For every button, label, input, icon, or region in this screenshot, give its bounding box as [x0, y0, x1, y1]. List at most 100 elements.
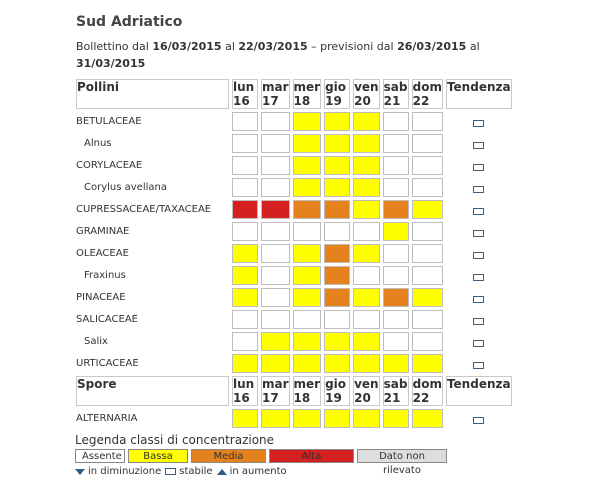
trend-cell	[446, 332, 512, 351]
trend-down-label: in diminuzione	[88, 466, 162, 477]
level-cell-gio	[324, 200, 351, 219]
day-number: 19	[325, 94, 342, 108]
day-name: gio	[325, 377, 347, 391]
day-header-mar: mar 17	[261, 79, 290, 109]
bulletin: Sud Adriatico Bollettino dal 16/03/2015 …	[73, 14, 526, 477]
level-cell-mer	[292, 288, 322, 307]
level-cell-lun	[232, 222, 258, 241]
level-cell-gio	[324, 222, 351, 241]
trend-cell	[446, 200, 512, 219]
level-cell-sab	[382, 222, 409, 241]
trend-stable-icon	[473, 208, 485, 215]
table-row: CUPRESSACEAE/TAXACEAE	[76, 200, 512, 219]
legend-media: Media	[191, 449, 266, 463]
day-header-sab: sab 21	[382, 376, 409, 406]
day-header-mar: mar 17	[261, 376, 290, 406]
day-name: lun	[233, 80, 255, 94]
pollen-table: Pollini lun 16 mar 17 mer 18 gio 19 ven 20 sab 21 dom…	[73, 76, 515, 431]
trend-cell	[446, 112, 512, 131]
taxon-name: OLEACEAE	[76, 248, 129, 259]
trend-cell	[446, 134, 512, 153]
trend-cell	[446, 266, 512, 285]
table-row: SALICACEAE	[76, 310, 512, 329]
table-row: URTICACEAE	[76, 354, 512, 373]
day-name: ven	[354, 377, 379, 391]
trend-stable-icon	[473, 340, 485, 347]
trend-cell	[446, 156, 512, 175]
trend-cell	[446, 178, 512, 197]
table-row: GRAMINAE	[76, 222, 512, 241]
day-header-gio: gio 19	[324, 376, 351, 406]
trend-cell	[446, 244, 512, 263]
level-cell-sab	[382, 354, 409, 373]
trend-stable-icon	[473, 417, 485, 424]
date-to: 22/03/2015	[238, 40, 308, 53]
day-header-gio: gio 19	[324, 79, 351, 109]
pollini-header-row: Pollini lun 16 mar 17 mer 18 gio 19 ven 20 sab 21 dom…	[76, 79, 512, 109]
level-cell-sab	[382, 156, 409, 175]
trend-header: Tendenza	[445, 79, 512, 109]
day-number: 19	[325, 391, 342, 405]
spore-header: Spore	[76, 376, 229, 406]
level-cell-ven	[353, 112, 380, 131]
level-cell-ven	[353, 288, 380, 307]
legend-nd: Dato non rilevato	[357, 449, 447, 476]
taxon-name: Corylus avellana	[84, 182, 167, 193]
taxon-name: BETULACEAE	[76, 116, 142, 127]
legend-assente: Assente	[75, 449, 125, 463]
level-cell-sab	[382, 409, 409, 428]
level-cell-mar	[261, 332, 290, 351]
level-cell-lun	[232, 134, 258, 153]
level-cell-ven	[353, 244, 380, 263]
page-title: Sud Adriatico	[76, 14, 183, 30]
level-cell-mar	[261, 112, 290, 131]
trend-stable-icon	[473, 186, 485, 193]
trend-cell	[446, 288, 512, 307]
level-cell-gio	[324, 178, 351, 197]
level-cell-ven	[353, 266, 380, 285]
level-cell-mar	[261, 156, 290, 175]
day-name: ven	[354, 80, 379, 94]
level-cell-gio	[324, 112, 351, 131]
trend-cell	[446, 354, 512, 373]
level-cell-ven	[353, 134, 380, 153]
level-cell-gio	[324, 156, 351, 175]
level-cell-sab	[382, 134, 409, 153]
day-header-mer: mer 18	[292, 79, 322, 109]
level-cell-mar	[261, 310, 290, 329]
trend-cell	[446, 222, 512, 241]
level-cell-dom	[411, 156, 443, 175]
day-name: sab	[383, 377, 408, 391]
date-from: 16/03/2015	[152, 40, 222, 53]
level-cell-gio	[324, 288, 351, 307]
level-cell-ven	[353, 222, 380, 241]
table-row: BETULACEAE	[76, 112, 512, 131]
level-cell-mar	[261, 354, 290, 373]
day-header-dom: dom 22	[411, 79, 443, 109]
trend-stable-icon	[473, 164, 485, 171]
taxon-name: URTICACEAE	[76, 358, 139, 369]
level-cell-dom	[411, 288, 443, 307]
table-row: Salix	[76, 332, 512, 351]
trend-stable-icon	[165, 468, 177, 475]
date-mid: al	[221, 40, 239, 53]
forecast-prefix: – previsioni dal	[307, 40, 398, 53]
day-number: 17	[262, 94, 279, 108]
level-cell-lun	[232, 266, 258, 285]
taxon-name: Salix	[84, 336, 108, 347]
level-cell-dom	[411, 112, 443, 131]
level-cell-lun	[232, 200, 258, 219]
taxon-name: Fraxinus	[84, 270, 126, 281]
level-cell-lun	[232, 310, 258, 329]
level-cell-gio	[324, 266, 351, 285]
level-cell-sab	[382, 112, 409, 131]
trend-up-label: in aumento	[229, 466, 287, 477]
trend-stable-icon	[473, 120, 485, 127]
level-cell-gio	[324, 134, 351, 153]
taxon-name: SALICACEAE	[76, 314, 139, 325]
trend-stable-icon	[473, 362, 485, 369]
level-cell-mar	[261, 409, 290, 428]
level-cell-sab	[382, 288, 409, 307]
taxon-name: Alnus	[84, 138, 112, 149]
day-name: mar	[262, 80, 289, 94]
